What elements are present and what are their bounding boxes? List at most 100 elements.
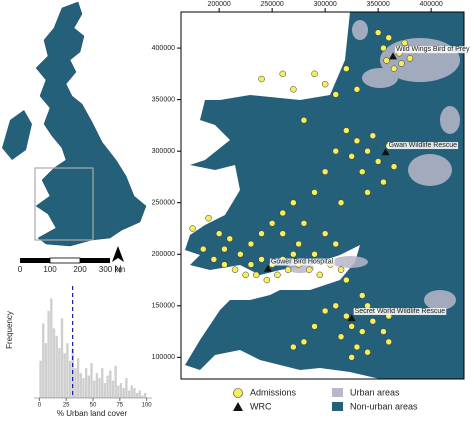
legend-urban	[332, 388, 343, 397]
wrc-label-bg	[394, 46, 472, 54]
hist-bar	[76, 358, 80, 398]
admission-point	[253, 271, 260, 279]
admission-point	[337, 333, 345, 340]
hist-bar	[79, 373, 82, 398]
hist-bar	[98, 378, 101, 398]
hist-bar	[60, 318, 64, 398]
admission-point	[274, 271, 281, 279]
wrc-label: Gower Bird Hospital	[271, 259, 334, 266]
legend-label: Non-urban areas	[350, 401, 418, 411]
wrc-marker	[388, 52, 397, 60]
admission-point	[311, 189, 318, 196]
wrc-label-bg	[387, 142, 459, 150]
legend-admissions	[233, 388, 243, 398]
scale-label: 100	[43, 265, 57, 274]
admission-point	[364, 147, 371, 155]
hist-x-tick-label: 25	[63, 403, 70, 409]
admission-point	[279, 230, 287, 237]
y-tick-label: 200000	[152, 251, 175, 258]
admission-point	[390, 163, 398, 170]
admission-point	[300, 220, 308, 227]
hist-bar	[122, 388, 125, 398]
admission-point	[348, 153, 355, 160]
hist-bar	[101, 368, 104, 398]
scale-label: 200	[73, 265, 87, 274]
hist-x-tick-label: 100	[142, 403, 153, 409]
y-tick-label: 150000	[152, 303, 175, 310]
admission-point	[321, 168, 329, 176]
admission-point	[385, 338, 392, 346]
hist-bar	[133, 388, 136, 398]
map-frame	[180, 11, 465, 380]
hist-x-tick-label: 75	[116, 403, 123, 409]
legend-non-urban	[332, 402, 343, 411]
x-tick-label: 250000	[260, 1, 283, 8]
hist-bar	[135, 393, 139, 398]
admission-point	[237, 251, 244, 258]
hist-bar	[63, 353, 66, 398]
admission-point	[348, 323, 355, 330]
admission-point	[258, 75, 265, 83]
hist-bar	[42, 323, 45, 398]
hist-bar	[82, 378, 85, 398]
admission-point	[369, 318, 377, 325]
admission-point	[358, 292, 366, 299]
hist-bar	[47, 310, 50, 398]
wrc-label-bg	[269, 258, 335, 266]
admission-point	[332, 302, 339, 310]
admission-point	[369, 132, 377, 139]
hist-bar	[125, 378, 128, 398]
admission-point	[279, 209, 287, 217]
hist-bar	[127, 390, 131, 398]
scale-seg	[80, 258, 110, 263]
admission-point	[258, 230, 265, 237]
admission-point	[380, 328, 387, 335]
admission-point	[295, 240, 302, 248]
admission-point	[353, 343, 361, 351]
admission-point	[321, 230, 329, 237]
hist-bar	[93, 380, 96, 398]
x-tick-label: 300000	[313, 1, 336, 8]
admission-point	[364, 348, 371, 356]
admission-point	[200, 245, 207, 253]
hist-bar	[95, 373, 99, 398]
admission-point	[290, 251, 297, 258]
admission-point	[383, 57, 390, 64]
admission-point	[385, 34, 392, 42]
admission-point	[374, 29, 382, 36]
wrc-label: Wild Wings Bird of Prey	[396, 46, 470, 53]
admission-point	[221, 245, 228, 253]
hist-bar	[119, 383, 123, 398]
admission-point	[268, 220, 276, 227]
hist-x-label: % Urban land cover	[57, 409, 128, 418]
admission-point	[406, 55, 414, 62]
uk-outline	[35, 1, 147, 247]
legend-label: WRC	[250, 401, 272, 411]
admission-point	[290, 86, 297, 93]
admission-point	[353, 86, 361, 93]
admission-point	[343, 65, 350, 72]
admission-point	[300, 116, 308, 124]
wrc-label: Gwan Wildlife Rescue	[389, 142, 458, 149]
hist-bar	[138, 390, 141, 398]
admission-point	[311, 70, 318, 78]
admission-point	[321, 307, 329, 315]
admission-point	[284, 266, 292, 273]
wrc-label-bg	[353, 308, 447, 316]
hist-bar	[55, 335, 58, 398]
hist-x-tick-label: 50	[90, 403, 97, 409]
admission-point	[343, 276, 350, 284]
admission-point	[226, 235, 234, 243]
hist-bar	[52, 328, 56, 398]
admission-point	[380, 178, 387, 186]
wrc-marker	[347, 314, 356, 322]
y-tick-label: 250000	[152, 200, 175, 207]
admission-point	[311, 323, 318, 330]
admission-point	[398, 60, 405, 67]
admission-point	[343, 127, 350, 134]
admission-point	[205, 214, 212, 222]
admission-point	[316, 271, 324, 279]
admission-point	[337, 266, 345, 273]
admission-point	[374, 158, 382, 165]
